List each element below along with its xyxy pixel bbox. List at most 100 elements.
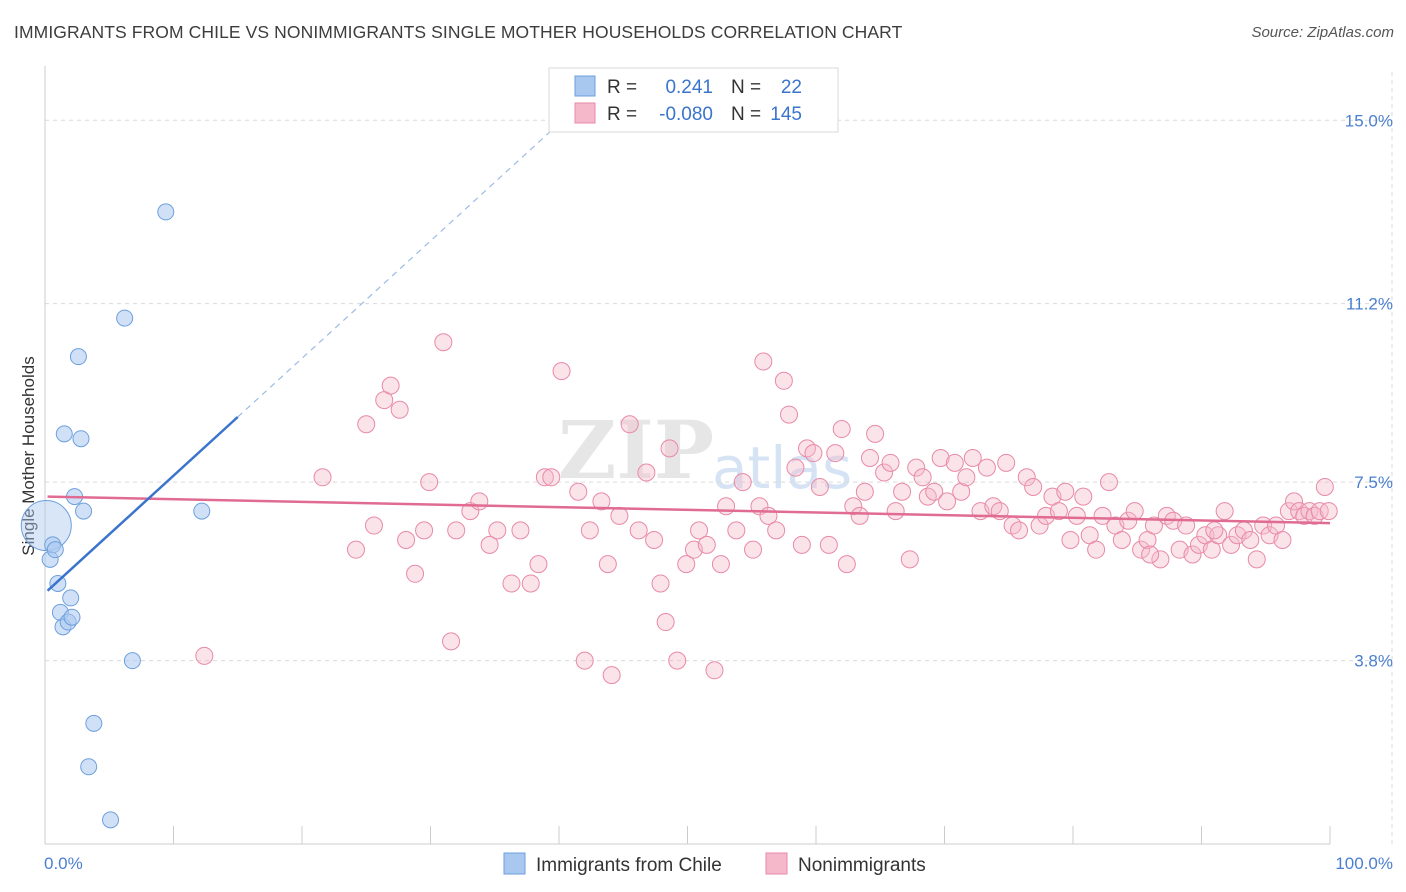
chile-point (63, 608, 81, 626)
watermark-atlas: atlas (712, 434, 852, 502)
nonimmigrants-point (552, 362, 571, 381)
nonimmigrants-point (900, 550, 919, 569)
source-credit: Source: ZipAtlas.com (1251, 24, 1394, 41)
nonimmigrants-point (886, 502, 905, 521)
y-tick-label: 3.8% (1354, 652, 1393, 671)
nonimmigrants-point (1087, 540, 1106, 559)
nonimmigrants-point (637, 463, 656, 482)
y-axis-label: Single Mother Households (19, 356, 38, 555)
nonimmigrants-point (511, 521, 530, 540)
chart-title: IMMIGRANTS FROM CHILE VS NONIMMIGRANTS S… (14, 22, 903, 42)
nonimmigrants-point (610, 506, 629, 525)
nonimmigrants-point (1125, 502, 1144, 521)
nonimmigrants-point (420, 473, 439, 492)
nonimmigrants-point (1119, 511, 1138, 530)
nonimmigrants-point (442, 632, 461, 651)
nonimmigrants-series-swatch (765, 852, 788, 875)
nonimmigrants-point (866, 424, 885, 443)
nonimmigrants-point (415, 521, 434, 540)
x-tick-label-max: 100.0% (1335, 854, 1393, 873)
nonimmigrants-point (677, 555, 696, 574)
nonimmigrants-point (1315, 477, 1334, 496)
chile-r-value: 0.241 (665, 77, 713, 98)
chile-point (85, 714, 103, 732)
nonimmigrants-point (660, 439, 679, 458)
stats-legend: R = 0.241 N = 22 R = -0.080 N = 145 (548, 67, 839, 133)
nonimmigrants-point (535, 468, 554, 487)
nonimmigrants-point (195, 646, 214, 665)
chile-points (20, 203, 211, 829)
nonimmigrants-point (1300, 502, 1319, 521)
nonimmigrants-point (502, 574, 521, 593)
chile-point (123, 652, 141, 670)
nonimmigrants-point (602, 666, 621, 685)
nonimmigrants-point (733, 473, 752, 492)
nonimmigrants-point (1285, 492, 1304, 511)
chile-point (72, 430, 90, 448)
nonimmigrants-point (893, 482, 912, 501)
non-r-label: R = (607, 104, 637, 125)
nonimmigrants-point (575, 651, 594, 670)
nonimmigrants-point (826, 444, 845, 463)
nonimmigrants-point (488, 521, 507, 540)
nonimmigrants-point (844, 497, 863, 516)
nonimmigrants-point (1305, 506, 1324, 525)
nonimmigrants-point (690, 521, 709, 540)
nonimmigrants-point (1132, 540, 1151, 559)
chile-point (49, 574, 67, 592)
series-legend: Immigrants from Chile Nonimmigrants (503, 852, 926, 876)
nonimmigrants-point (1093, 506, 1112, 525)
chile-point (157, 203, 175, 221)
nonimmigrants-point (1099, 473, 1118, 492)
nonimmigrants-point (850, 506, 869, 525)
nonimmigrants-point (717, 497, 736, 516)
nonimmigrants-point (837, 555, 856, 574)
nonimmigrants-point (364, 516, 383, 535)
nonimmigrants-point (1319, 502, 1338, 521)
chile-series-swatch (503, 852, 526, 875)
nonimmigrants-point (656, 613, 675, 632)
nonimmigrants-point (1010, 521, 1029, 540)
y-tick-label: 15.0% (1345, 111, 1393, 130)
nonimmigrants-point (977, 458, 996, 477)
nonimmigrants-series-label: Nonimmigrants (798, 855, 926, 876)
nonimmigrants-point (1151, 550, 1170, 569)
nonimmigrants-point (931, 449, 950, 467)
nonimmigrants-point (629, 521, 648, 540)
nonimmigrants-point (881, 453, 900, 472)
nonimmigrants-points (195, 333, 1338, 685)
nonimmigrants-point (397, 531, 416, 550)
chile-point (193, 502, 211, 520)
nonimmigrants-point (832, 420, 851, 439)
nonimmigrants-point (1061, 531, 1080, 550)
nonimmigrants-point (727, 521, 746, 540)
y-tick-labels: 3.8% 7.5% 11.2% 15.0% (1345, 111, 1393, 670)
chile-point (20, 500, 72, 552)
nonimmigrants-point (1215, 502, 1234, 521)
nonimmigrants-point (767, 521, 786, 540)
nonimmigrants-point (645, 531, 664, 550)
nonimmigrants-point (907, 458, 926, 477)
nonimmigrants-point (963, 449, 982, 467)
nonimmigrants-point (406, 564, 425, 583)
stats-legend-box (548, 67, 839, 133)
chile-point (116, 309, 134, 327)
nonimmigrants-point (598, 555, 617, 574)
nonimmigrants-point (580, 521, 599, 540)
nonimmigrants-point (1247, 550, 1266, 569)
nonimmigrants-point (819, 535, 838, 554)
non-n-label: N = (731, 104, 761, 125)
axes (44, 66, 1331, 845)
nonimmigrants-point (1067, 506, 1086, 525)
nonimmigrants-point (346, 540, 365, 559)
y-tick-label: 11.2% (1346, 295, 1393, 314)
chile-point (46, 541, 64, 559)
nonimmigrants-point (668, 651, 687, 670)
chile-n-value: 22 (781, 77, 802, 98)
nonimmigrants-point (357, 415, 376, 434)
nonimmigrants-point (542, 468, 561, 487)
nonimmigrants-point (1074, 487, 1093, 506)
nonimmigrants-legend-swatch (574, 102, 596, 124)
nonimmigrants-point (945, 453, 964, 472)
